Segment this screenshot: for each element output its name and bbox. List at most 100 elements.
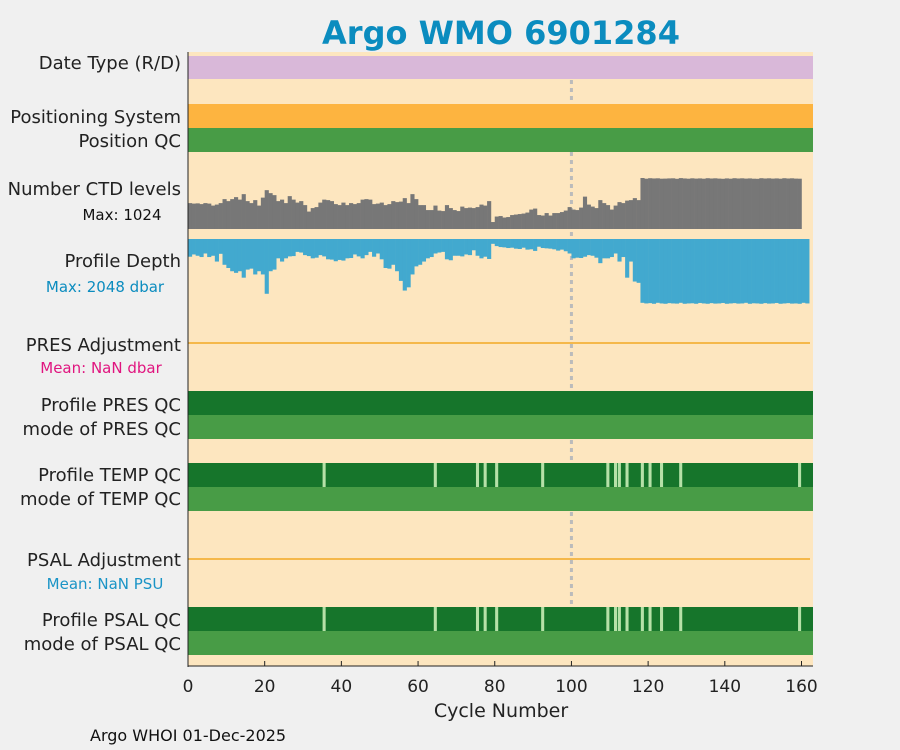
ctd-levels-bar-127 <box>674 178 680 229</box>
x-tick-label-160: 160 <box>785 677 817 697</box>
x-tick-label-60: 60 <box>407 677 429 697</box>
temp-profile-qc-gap-cycle-123 <box>660 463 664 487</box>
ctd-levels-bar-71 <box>460 206 465 229</box>
profile-depth-bar-77 <box>483 239 488 257</box>
ctd-levels-bar-102 <box>579 207 584 229</box>
ctd-levels-bar-77 <box>483 205 488 229</box>
row-sublabel-ctd: Max: 1024 <box>82 206 161 224</box>
ctd-levels-bar-151 <box>766 178 772 229</box>
profile-depth-bar-158 <box>793 239 798 304</box>
ctd-levels-bar-81 <box>498 216 503 229</box>
profile-depth-bar-100 <box>571 239 576 259</box>
temp-profile-qc-gap-cycle-80 <box>495 463 499 487</box>
ctd-levels-bar-118 <box>640 178 645 229</box>
ctd-levels-bar-76 <box>479 204 484 229</box>
profile-depth-bar-152 <box>770 239 775 304</box>
temp-profile-qc-gap-cycle-128 <box>679 463 683 487</box>
profile-depth-bar-52 <box>387 239 392 269</box>
ctd-levels-bar-73 <box>467 207 473 229</box>
ctd-levels-bar-2 <box>195 203 200 229</box>
row-label-ctd: Number CTD levels <box>8 179 181 200</box>
ctd-levels-bar-110 <box>609 209 614 229</box>
ctd-levels-bar-37 <box>329 201 335 229</box>
profile-depth-bar-94 <box>548 239 553 249</box>
ctd-levels-bar-138 <box>717 178 722 229</box>
profile-depth-bar-108 <box>602 239 607 259</box>
profile-depth-bar-138 <box>717 239 722 304</box>
profile-depth-bar-155 <box>782 239 787 304</box>
ctd-levels-bar-22 <box>272 195 277 229</box>
ctd-levels-bar-68 <box>448 208 453 229</box>
ctd-levels-bar-75 <box>475 207 480 229</box>
profile-depth-bar-1 <box>191 239 196 255</box>
profile-depth-bar-60 <box>418 239 423 265</box>
ctd-levels-bar-4 <box>203 203 208 229</box>
profile-depth-bar-103 <box>582 239 588 257</box>
ctd-levels-bar-45 <box>360 199 365 229</box>
position-qc-band <box>188 128 813 152</box>
profile-depth-bar-148 <box>755 239 760 304</box>
ctd-levels-bar-98 <box>563 210 568 229</box>
ctd-levels-bar-72 <box>464 208 469 229</box>
profile-depth-bar-2 <box>195 239 200 256</box>
x-axis: 0 20 40 60 80 100 120 140 160 <box>183 52 818 697</box>
pres-mode-qc-band <box>188 415 813 439</box>
profile-depth-bar-147 <box>751 239 756 304</box>
ctd-levels-bar-129 <box>682 178 687 229</box>
chart-marks <box>188 56 813 655</box>
ctd-levels-bar-5 <box>207 203 212 229</box>
profile-depth-bar-129 <box>682 239 687 304</box>
ctd-levels-bar-126 <box>671 178 676 229</box>
profile-depth-bar-12 <box>234 239 239 273</box>
date-type-band <box>188 56 813 79</box>
ctd-levels-bar-116 <box>632 198 637 229</box>
profile-depth-bar-110 <box>609 239 614 258</box>
profile-depth-bar-53 <box>391 239 396 265</box>
ctd-levels-bar-80 <box>494 216 499 229</box>
ctd-levels-bar-91 <box>536 215 542 229</box>
ctd-levels-bar-115 <box>628 200 634 229</box>
row-label-pres-profile-qc: Profile PRES QC <box>41 395 181 416</box>
profile-depth-bar-107 <box>598 239 603 264</box>
ctd-levels-bar-27 <box>291 199 296 229</box>
profile-depth-bar-40 <box>341 239 346 261</box>
ctd-levels-bar-38 <box>333 204 338 229</box>
profile-depth-bar-96 <box>556 239 561 251</box>
temp-profile-qc-gap-cycle-159 <box>798 463 802 487</box>
ctd-levels-bar-65 <box>437 210 442 229</box>
ctd-levels-bar-119 <box>644 178 649 229</box>
ctd-levels-bar-137 <box>713 178 718 229</box>
row-label-depth: Profile Depth <box>64 251 181 272</box>
profile-depth-bar-7 <box>214 239 219 262</box>
ctd-levels-bar-153 <box>774 178 779 229</box>
ctd-levels-bar-152 <box>770 178 775 229</box>
temp-profile-qc-band <box>188 463 813 487</box>
profile-depth-bar-156 <box>786 239 791 304</box>
ctd-levels-bar-122 <box>655 178 660 229</box>
profile-depth-bar-127 <box>674 239 680 304</box>
ctd-levels-bar-156 <box>786 178 791 229</box>
temp-profile-qc-gap-cycle-92 <box>541 463 545 487</box>
ctd-levels-bar-103 <box>582 196 588 229</box>
ctd-levels-bar-145 <box>743 178 749 229</box>
ctd-levels-bar-133 <box>697 178 703 229</box>
ctd-levels-bar-9 <box>222 199 227 229</box>
ctd-levels-bar-19 <box>260 197 265 229</box>
profile-depth-bar-8 <box>218 239 223 254</box>
ctd-levels-bar-101 <box>575 210 580 229</box>
profile-depth-bar-112 <box>617 239 622 262</box>
psal-profile-qc-gap-cycle-80 <box>495 607 499 631</box>
profile-depth-bar-82 <box>502 239 507 248</box>
ctd-levels-bar-20 <box>264 190 269 229</box>
ctd-levels-bar-57 <box>406 203 411 229</box>
ctd-levels-bar-43 <box>352 204 358 229</box>
temp-profile-qc-gap-cycle-77 <box>483 463 487 487</box>
profile-depth-bar-97 <box>559 239 565 250</box>
ctd-levels-bar-49 <box>375 203 381 229</box>
profile-depth-bar-118 <box>640 239 645 303</box>
profile-depth-bar-69 <box>452 239 457 256</box>
row-label-position-qc: Position QC <box>78 131 181 152</box>
profile-depth-bar-80 <box>494 239 499 247</box>
psal-profile-qc-gap-cycle-35 <box>322 607 326 631</box>
ctd-levels-bar-100 <box>571 209 576 229</box>
